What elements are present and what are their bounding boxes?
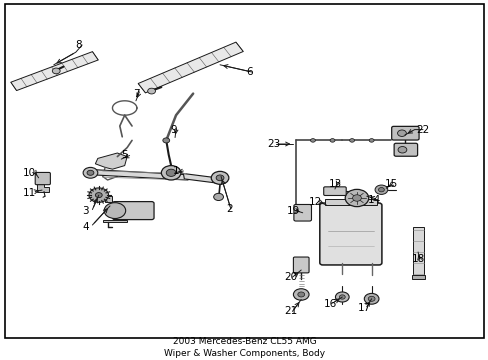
Text: 6: 6 <box>245 67 252 77</box>
Text: 9: 9 <box>170 125 177 135</box>
Polygon shape <box>102 220 127 222</box>
Circle shape <box>161 166 181 180</box>
Circle shape <box>349 139 354 142</box>
Text: 8: 8 <box>75 40 81 50</box>
Text: 19: 19 <box>286 206 300 216</box>
Circle shape <box>329 139 334 142</box>
Text: 3: 3 <box>82 206 89 216</box>
Circle shape <box>378 188 384 192</box>
Text: 16: 16 <box>323 299 336 309</box>
FancyBboxPatch shape <box>323 187 346 195</box>
Text: 7: 7 <box>133 89 140 99</box>
Text: 14: 14 <box>366 195 380 205</box>
FancyBboxPatch shape <box>319 203 381 265</box>
FancyBboxPatch shape <box>35 172 50 185</box>
Circle shape <box>364 293 378 304</box>
Circle shape <box>104 203 125 219</box>
Polygon shape <box>11 51 98 91</box>
Text: 4: 4 <box>82 222 89 232</box>
Circle shape <box>95 193 102 198</box>
Circle shape <box>293 289 308 300</box>
Circle shape <box>345 189 368 207</box>
Text: 2: 2 <box>226 204 233 214</box>
Circle shape <box>310 139 315 142</box>
FancyBboxPatch shape <box>393 143 417 156</box>
Polygon shape <box>138 42 243 93</box>
Text: 13: 13 <box>327 179 341 189</box>
FancyBboxPatch shape <box>112 202 154 220</box>
Text: 11: 11 <box>22 188 36 198</box>
Circle shape <box>397 130 406 136</box>
Text: 21: 21 <box>284 306 297 316</box>
Text: 18: 18 <box>410 254 424 264</box>
Circle shape <box>216 175 224 181</box>
Circle shape <box>83 167 98 178</box>
Text: 23: 23 <box>266 139 280 149</box>
Text: 22: 22 <box>415 125 429 135</box>
Circle shape <box>352 195 361 201</box>
Circle shape <box>374 185 387 194</box>
Text: 12: 12 <box>308 197 322 207</box>
Circle shape <box>163 138 169 143</box>
Circle shape <box>89 188 108 202</box>
Polygon shape <box>105 196 112 202</box>
Text: 17: 17 <box>357 303 370 313</box>
Text: 15: 15 <box>384 179 397 189</box>
Text: 1: 1 <box>172 166 179 176</box>
Polygon shape <box>95 153 127 169</box>
Circle shape <box>368 139 373 142</box>
Circle shape <box>52 68 60 74</box>
Polygon shape <box>325 199 376 205</box>
Polygon shape <box>85 169 188 180</box>
Text: 20: 20 <box>284 272 297 282</box>
Polygon shape <box>411 275 425 279</box>
Circle shape <box>397 147 406 153</box>
Circle shape <box>339 295 345 299</box>
FancyBboxPatch shape <box>391 126 418 140</box>
Polygon shape <box>183 174 221 184</box>
Circle shape <box>367 296 374 301</box>
Text: 5: 5 <box>121 150 128 160</box>
Circle shape <box>166 169 176 176</box>
Circle shape <box>213 193 223 201</box>
Polygon shape <box>412 227 423 277</box>
Polygon shape <box>37 184 49 192</box>
Text: 2003 Mercedes-Benz CL55 AMG
Wiper & Washer Components, Body: 2003 Mercedes-Benz CL55 AMG Wiper & Wash… <box>163 337 325 358</box>
FancyBboxPatch shape <box>293 204 311 221</box>
Circle shape <box>211 171 228 184</box>
FancyBboxPatch shape <box>293 257 308 273</box>
Circle shape <box>335 292 348 302</box>
Circle shape <box>297 292 304 297</box>
Text: 10: 10 <box>23 168 36 178</box>
Circle shape <box>147 88 155 94</box>
Circle shape <box>87 170 94 175</box>
